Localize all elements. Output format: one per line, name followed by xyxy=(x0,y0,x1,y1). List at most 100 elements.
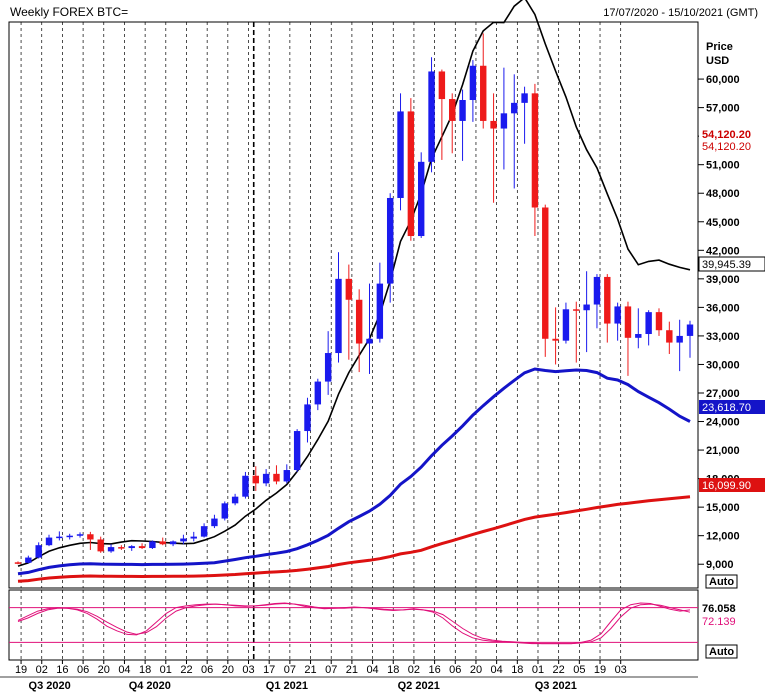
x-tick-label: 18 xyxy=(511,664,523,676)
candle-body xyxy=(417,161,425,237)
ma-black-line xyxy=(17,0,691,567)
x-tick-label: 17 xyxy=(263,664,275,676)
candle-body xyxy=(490,120,497,129)
y-tick-label: 24,000 xyxy=(706,417,740,429)
candle-body xyxy=(76,534,84,536)
x-tick-label: 06 xyxy=(77,664,89,676)
chart-title: Weekly FOREX BTC= xyxy=(10,5,128,19)
period-label: Q3 2020 xyxy=(29,680,71,692)
x-tick-label: 20 xyxy=(98,664,110,676)
ma-blue-label: 23,618.70 xyxy=(702,402,751,414)
candle-body xyxy=(169,541,177,545)
osc-plot-frame xyxy=(8,589,699,661)
grid-lines xyxy=(20,22,622,660)
osc-auto-button[interactable]: Auto xyxy=(705,644,738,659)
y-tick-label: 42,000 xyxy=(706,245,740,257)
candle-body xyxy=(614,306,621,324)
candle-body xyxy=(449,99,456,121)
candle-body xyxy=(676,335,683,343)
y-tick-label: 21,000 xyxy=(706,445,740,457)
y-tick-label: 60,000 xyxy=(706,74,740,86)
date-axis-ticks: 19 02 16 06 20 04 18 01 22 06 20 03 17 07 21 07 21 04 18 02… xyxy=(0,660,698,692)
candle-body xyxy=(314,381,322,405)
candle-body xyxy=(386,197,394,284)
candle-body xyxy=(118,547,125,549)
candle-body xyxy=(283,470,291,482)
x-tick-label: 03 xyxy=(242,664,254,676)
y-tick-label: 51,000 xyxy=(706,160,740,172)
candle-body xyxy=(324,353,332,382)
x-tick-label: 07 xyxy=(325,664,337,676)
price-auto-button[interactable]: Auto xyxy=(705,574,738,589)
x-tick-label: 02 xyxy=(36,664,48,676)
osc-auto-label: Auto xyxy=(709,646,734,658)
candle-body xyxy=(583,304,590,311)
y-tick-label: 33,000 xyxy=(706,331,740,343)
candle-body xyxy=(242,475,249,497)
x-tick-label: 04 xyxy=(366,664,378,676)
candle-body xyxy=(521,93,528,103)
y-tick-label: 57,000 xyxy=(706,103,740,115)
x-tick-label: 06 xyxy=(449,664,461,676)
ma-black-label: 39,945.39 xyxy=(702,259,751,271)
candle-body xyxy=(593,276,601,305)
candle-body xyxy=(149,541,156,549)
candle-body xyxy=(531,93,539,208)
candle-body xyxy=(366,338,373,344)
candle-body xyxy=(552,338,559,341)
candle-body xyxy=(304,404,311,432)
x-tick-label: 20 xyxy=(470,664,482,676)
osc-value-1: 76.058 xyxy=(702,603,736,615)
ma-red-label: 16,099.90 xyxy=(702,480,751,492)
x-tick-label: 05 xyxy=(573,664,585,676)
candles xyxy=(14,33,694,565)
candle-body xyxy=(97,539,104,552)
osc-series-1 xyxy=(17,602,691,645)
x-tick-label: 22 xyxy=(553,664,565,676)
period-label: Q3 2021 xyxy=(535,680,577,692)
x-tick-label: 16 xyxy=(56,664,68,676)
last-price-label: 54,120.20 xyxy=(702,129,751,141)
candle-body xyxy=(335,278,342,354)
last-price-tag: 54,120.20 54,120.20 xyxy=(699,127,765,153)
x-tick-label: 16 xyxy=(428,664,440,676)
x-tick-label: 21 xyxy=(304,664,316,676)
x-tick-label: 21 xyxy=(346,664,358,676)
price-axis-unit: USD xyxy=(706,55,729,67)
date-range: 17/07/2020 - 15/10/2021 (GMT) xyxy=(603,7,758,19)
candle-body xyxy=(35,545,42,558)
y-tick-label: 9,000 xyxy=(706,559,734,571)
candle-body xyxy=(231,496,239,504)
x-tick-label: 04 xyxy=(491,664,503,676)
x-tick-label: 01 xyxy=(532,664,544,676)
x-tick-label: 03 xyxy=(615,664,627,676)
candle-body xyxy=(211,518,218,527)
candle-body xyxy=(252,475,259,484)
candle-body xyxy=(14,562,22,564)
candle-body xyxy=(480,65,487,121)
candle-body xyxy=(645,312,652,335)
period-label: Q2 2021 xyxy=(398,680,440,692)
candle-body xyxy=(604,276,611,324)
candle-body xyxy=(635,334,642,338)
x-tick-label: 01 xyxy=(160,664,172,676)
candle-body xyxy=(666,330,673,343)
candle-body xyxy=(573,309,580,311)
moving-average-lines xyxy=(17,0,691,583)
candle-body xyxy=(376,283,384,339)
ma-blue-line xyxy=(17,367,691,576)
x-tick-label: 02 xyxy=(408,664,420,676)
ma-red-line xyxy=(17,495,691,583)
candle-body xyxy=(407,111,415,237)
x-tick-label: 18 xyxy=(387,664,399,676)
x-tick-label: 19 xyxy=(594,664,606,676)
y-tick-label: 36,000 xyxy=(706,302,740,314)
osc-series-2 xyxy=(17,602,691,645)
candle-body xyxy=(686,324,694,336)
candle-body xyxy=(138,546,146,549)
candle-body xyxy=(262,473,270,484)
ma-red-tag: 16,099.90 xyxy=(699,478,765,492)
y-tick-label: 45,000 xyxy=(706,217,740,229)
y-tick-label: 39,000 xyxy=(706,274,740,286)
header-bar xyxy=(0,0,765,22)
